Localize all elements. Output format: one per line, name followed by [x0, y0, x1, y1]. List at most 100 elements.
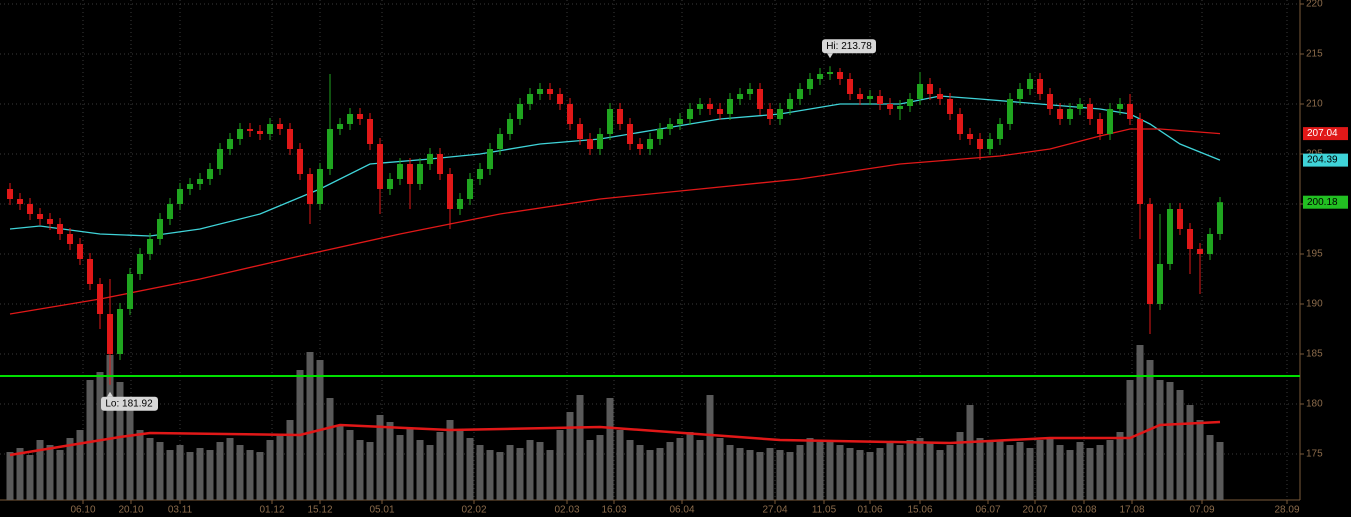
last-value-label: 204.39 — [1307, 155, 1338, 166]
candle-body — [357, 114, 363, 119]
candle-body — [997, 124, 1003, 139]
candle-body — [1067, 109, 1073, 119]
volume-bar — [1166, 382, 1174, 500]
moving-average — [9, 128, 1221, 315]
candle-body — [437, 154, 443, 174]
volume-bar — [416, 440, 424, 500]
candle-body — [627, 124, 633, 144]
y-tick-label: 175 — [1306, 449, 1323, 460]
volume-bar — [266, 440, 274, 500]
volume-bar — [1206, 435, 1214, 500]
candle-body — [1197, 249, 1203, 254]
volume-bar — [806, 438, 814, 500]
candle-body — [407, 164, 413, 184]
volume-bar — [746, 450, 754, 500]
candle-body — [947, 99, 953, 114]
last-value-tag — [1303, 127, 1348, 141]
candle-body — [887, 104, 893, 109]
volume-bar — [816, 442, 824, 500]
volume-bar — [326, 398, 334, 500]
candle-body — [427, 154, 433, 164]
candle-body — [157, 219, 163, 239]
candle-body — [7, 189, 13, 199]
volume-bar — [496, 452, 504, 500]
candle-body — [487, 149, 493, 169]
candle-body — [597, 134, 603, 149]
y-tick-label: 190 — [1306, 299, 1323, 310]
volume-bar — [276, 435, 284, 500]
volume-bar — [786, 452, 794, 500]
volume-bar — [96, 372, 104, 500]
volume-bar — [956, 432, 964, 500]
volume-bar — [436, 432, 444, 500]
candle-body — [807, 79, 813, 89]
volume-bar — [346, 430, 354, 500]
volume-bar — [1216, 442, 1224, 500]
volume-bar — [106, 355, 114, 500]
volume-bar — [796, 445, 804, 500]
candle-body — [417, 164, 423, 184]
candle-body — [987, 139, 993, 149]
volume-bar — [666, 442, 674, 500]
candle-body — [107, 314, 113, 354]
candle-body — [467, 179, 473, 199]
volume-bar — [366, 442, 374, 500]
x-tick-label: 06.04 — [669, 505, 694, 516]
volume-bar — [546, 450, 554, 500]
volume-bar — [556, 430, 564, 500]
candle-body — [857, 94, 863, 99]
candle-body — [1177, 209, 1183, 229]
candle-body — [757, 89, 763, 109]
volume-bar — [1046, 438, 1054, 500]
candle-body — [707, 104, 713, 109]
volume-bar — [516, 448, 524, 500]
y-tick-label: 215 — [1306, 49, 1323, 60]
candle-body — [617, 109, 623, 124]
candle-body — [127, 274, 133, 309]
volume-bar — [656, 448, 664, 500]
candle-body — [867, 96, 873, 99]
candle-body — [237, 129, 243, 139]
hi-label-pointer — [827, 53, 833, 59]
candle-body — [67, 234, 73, 244]
candle-body — [527, 94, 533, 104]
volume-bar — [1006, 445, 1014, 500]
candle-body — [1147, 204, 1153, 304]
volume-bar — [696, 440, 704, 500]
candle-body — [1037, 79, 1043, 94]
volume-bar — [16, 448, 24, 500]
volume-bar — [1196, 420, 1204, 500]
candle-body — [1077, 104, 1083, 109]
candle-body — [47, 219, 53, 224]
candle-body — [877, 96, 883, 104]
volume-bar — [926, 442, 934, 500]
candle-body — [347, 114, 353, 124]
volume-bar — [466, 438, 474, 500]
candle-body — [1107, 109, 1113, 134]
volume-bar — [236, 445, 244, 500]
candle-body — [957, 114, 963, 134]
volume-bar — [1106, 440, 1114, 500]
x-tick-label: 03.08 — [1071, 505, 1096, 516]
y-tick-label: 220 — [1306, 0, 1323, 10]
candle-body — [577, 124, 583, 139]
candle-body — [727, 99, 733, 114]
last-value-tag — [1303, 195, 1348, 209]
candle-body — [767, 109, 773, 119]
volume-bar — [126, 405, 134, 500]
volume-bar — [566, 412, 574, 500]
candle-body — [1157, 264, 1163, 304]
x-tick-label: 15.12 — [307, 505, 332, 516]
volume-bar — [676, 438, 684, 500]
volume-bar — [866, 452, 874, 500]
volume-bar — [996, 440, 1004, 500]
candle-body — [797, 89, 803, 99]
volume-bar — [936, 450, 944, 500]
volume-bar — [1136, 345, 1144, 500]
candle-body — [557, 94, 563, 104]
volume-bar — [1176, 390, 1184, 500]
candle-body — [37, 214, 43, 219]
candle-body — [1207, 234, 1213, 254]
last-value-tag — [1303, 153, 1348, 167]
volume-bar — [406, 428, 414, 500]
